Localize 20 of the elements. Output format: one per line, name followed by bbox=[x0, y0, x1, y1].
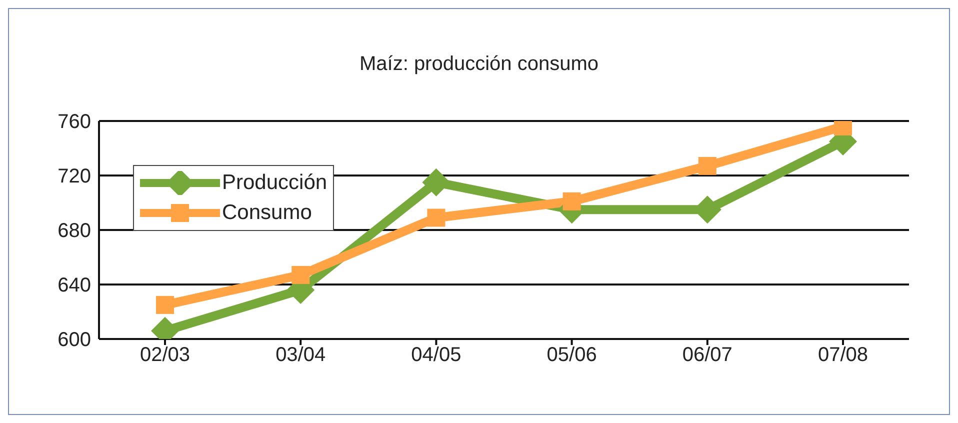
y-tick-label: 720 bbox=[58, 166, 91, 188]
point bbox=[422, 168, 450, 196]
y-tick-label: 640 bbox=[58, 274, 91, 297]
x-tick-label: 06/07 bbox=[682, 344, 732, 366]
x-tick-label: 07/08 bbox=[818, 344, 868, 366]
point bbox=[292, 266, 310, 284]
point bbox=[562, 192, 581, 210]
y-tick-label: 680 bbox=[58, 220, 91, 242]
chart-title: Maíz: producción consumo bbox=[358, 53, 600, 77]
x-tick-label: 02/03 bbox=[140, 344, 190, 366]
x-tick-label: 03/04 bbox=[276, 344, 326, 366]
y-tick-label: 600 bbox=[58, 329, 91, 352]
y-tick-label: 760 bbox=[58, 111, 91, 134]
legend-label: Consumo bbox=[222, 201, 312, 225]
point bbox=[698, 156, 716, 175]
point bbox=[156, 296, 174, 314]
legend-label: Producción bbox=[222, 171, 328, 195]
x-tick-label: 04/05 bbox=[411, 344, 462, 366]
x-tick-label: 05/06 bbox=[546, 344, 597, 366]
point bbox=[427, 208, 446, 227]
